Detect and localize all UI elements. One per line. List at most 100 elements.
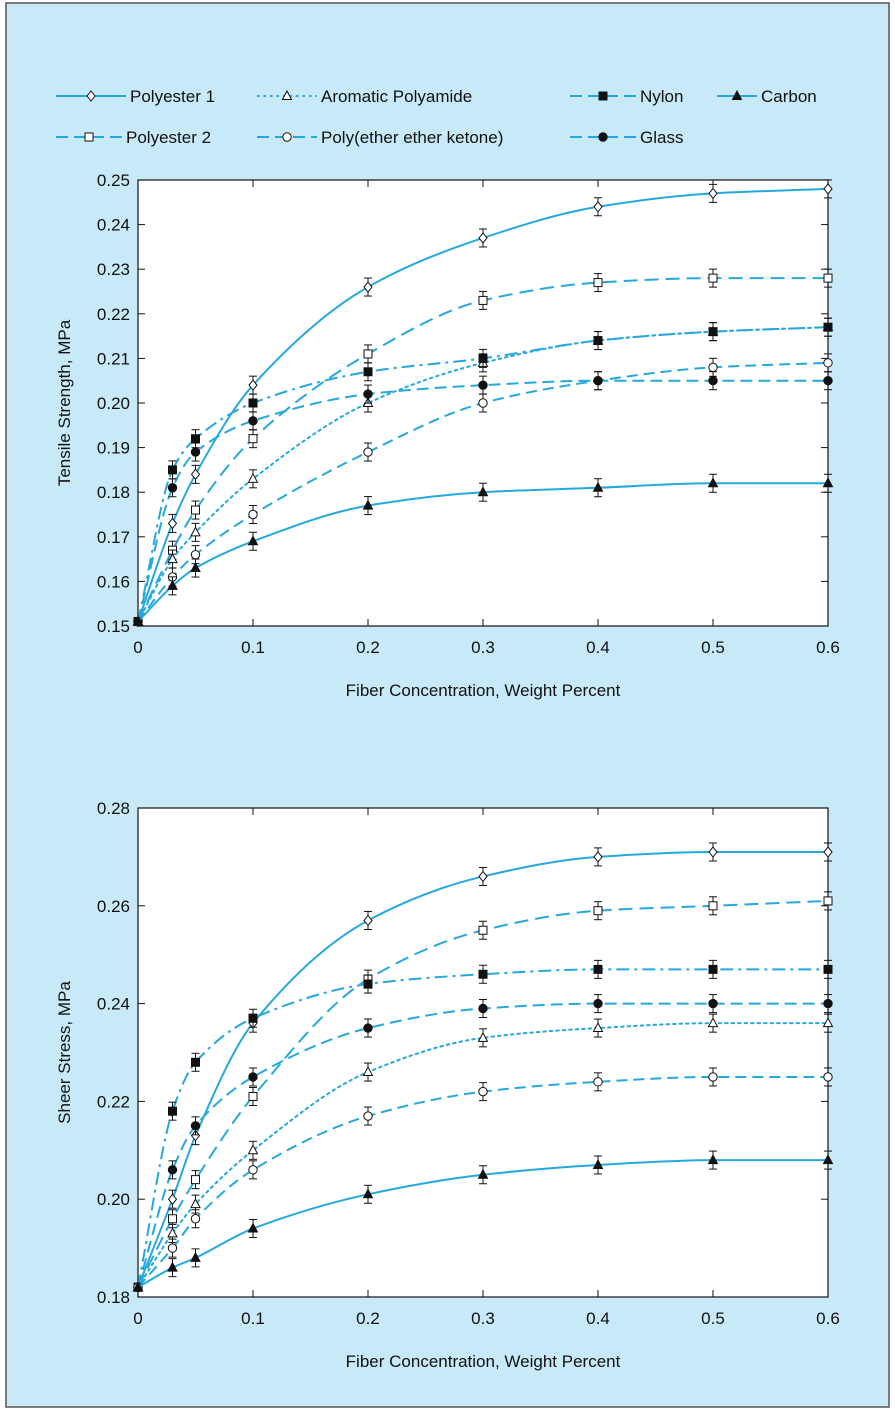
x-tick-label: 0.5 xyxy=(701,638,725,657)
series-line xyxy=(137,482,828,623)
y-tick-label: 0.19 xyxy=(97,439,130,458)
data-point xyxy=(478,232,488,244)
data-point xyxy=(167,483,178,493)
data-point xyxy=(593,964,603,974)
y-tick-label: 0.22 xyxy=(97,1092,130,1111)
data-point xyxy=(363,281,373,293)
data-point xyxy=(823,1072,833,1082)
data-point xyxy=(478,969,488,979)
series-line xyxy=(137,326,829,622)
data-point xyxy=(823,183,833,195)
data-point xyxy=(363,389,373,399)
y-tick-label: 0.24 xyxy=(97,216,130,235)
data-point xyxy=(167,1227,178,1238)
data-point xyxy=(168,465,177,475)
data-point xyxy=(248,379,258,391)
data-point xyxy=(708,273,718,283)
y-tick-label: 0.15 xyxy=(97,617,130,636)
data-point xyxy=(190,549,201,560)
legend-entry-nylon: Nylon xyxy=(570,87,683,106)
data-point xyxy=(477,486,489,497)
series-line xyxy=(137,1022,829,1289)
legend-marker-square-open-icon xyxy=(84,132,94,142)
data-point xyxy=(167,517,178,530)
data-point xyxy=(593,1077,603,1087)
data-point xyxy=(248,1072,258,1082)
data-point xyxy=(168,1214,177,1224)
x-tick-label: 0.4 xyxy=(586,638,610,657)
y-axis-label: Sheer Stress, MPa xyxy=(55,981,74,1124)
data-point xyxy=(132,615,144,626)
y-tick-label: 0.25 xyxy=(97,171,130,190)
y-tick-label: 0.18 xyxy=(97,1288,130,1307)
plot-area xyxy=(137,807,829,1298)
data-point xyxy=(363,349,373,359)
data-point xyxy=(593,906,603,916)
data-point xyxy=(190,1198,201,1209)
x-tick-label: 0.5 xyxy=(701,1309,725,1328)
data-point xyxy=(478,925,488,935)
legend-label: Polyester 1 xyxy=(130,87,215,106)
data-point xyxy=(167,1243,178,1253)
data-point xyxy=(592,1021,604,1033)
data-point xyxy=(478,870,488,883)
data-point xyxy=(823,896,833,906)
y-tick-label: 0.20 xyxy=(97,1190,130,1209)
series-carbon xyxy=(132,473,834,626)
x-tick-label: 0.1 xyxy=(241,638,265,657)
data-point xyxy=(478,353,488,363)
data-point xyxy=(248,416,258,426)
legend-entry-polyester-1: Polyester 1 xyxy=(56,87,215,106)
data-point xyxy=(593,376,603,386)
y-tick-label: 0.26 xyxy=(97,897,130,916)
legend-marker-triangle-open-icon xyxy=(281,89,293,100)
data-point xyxy=(823,322,833,332)
data-point xyxy=(708,964,718,974)
y-tick-label: 0.22 xyxy=(97,305,130,324)
legend-entry-polyester-2: Polyester 2 xyxy=(56,128,211,147)
data-point xyxy=(248,509,258,520)
data-point xyxy=(477,1168,489,1179)
series-line xyxy=(137,899,829,1288)
series-polyester-2 xyxy=(133,891,833,1292)
data-point xyxy=(593,336,603,346)
series-nylon xyxy=(133,959,833,1292)
data-point xyxy=(363,914,373,927)
data-point xyxy=(363,979,373,989)
data-point xyxy=(190,561,201,573)
data-point xyxy=(363,1023,373,1033)
data-point xyxy=(478,398,488,408)
data-point xyxy=(592,481,604,492)
data-point xyxy=(823,273,833,283)
data-point xyxy=(191,1057,200,1067)
legend: Polyester 1 Aromatic Polyamide Nylon Carbon… xyxy=(56,87,817,147)
legend-marker-triangle-filled-icon xyxy=(731,89,743,100)
series-carbon xyxy=(132,1150,834,1292)
x-axis-label: Fiber Concentration, Weight Percent xyxy=(346,1352,621,1371)
x-tick-label: 0.1 xyxy=(241,1309,265,1328)
data-point xyxy=(707,1017,719,1028)
data-point xyxy=(190,1129,201,1142)
legend-entry-aromatic-polyamide: Aromatic Polyamide xyxy=(257,87,472,106)
data-point xyxy=(247,1222,259,1233)
legend-label: Carbon xyxy=(761,87,817,106)
data-point xyxy=(478,295,488,305)
series-line xyxy=(137,1075,828,1288)
data-point xyxy=(167,1193,178,1206)
legend-marker-square-filled-icon xyxy=(598,91,608,101)
data-point xyxy=(823,964,833,974)
x-tick-label: 0 xyxy=(133,638,142,657)
data-point xyxy=(593,200,603,213)
series-line xyxy=(137,361,829,623)
legend-entry-poly-ether-ether-ketone: Poly(ether ether ketone) xyxy=(257,128,503,147)
data-point xyxy=(708,998,718,1009)
series-line xyxy=(137,379,828,622)
data-point xyxy=(190,1121,201,1131)
data-point xyxy=(248,398,258,408)
legend-marker-diamond-open-icon xyxy=(86,90,96,102)
x-tick-label: 0.4 xyxy=(586,1309,610,1328)
series-glass xyxy=(133,994,833,1292)
legend-marker-circle-open-icon xyxy=(282,132,292,142)
data-point xyxy=(248,1165,258,1175)
